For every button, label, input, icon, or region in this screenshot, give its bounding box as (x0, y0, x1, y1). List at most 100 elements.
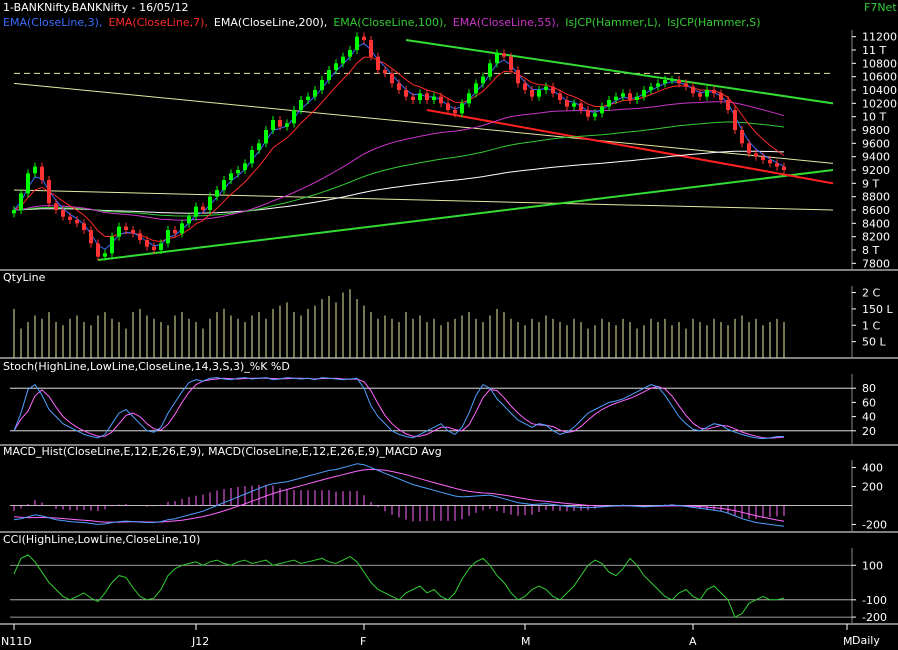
price-indicator-3: EMA(CloseLine,100), (333, 16, 447, 29)
candle-body-76 (544, 86, 548, 90)
candle-body-62 (446, 103, 450, 110)
candle-body-25 (187, 216, 191, 224)
price-tick-label-12: 8800 (862, 191, 890, 204)
candle-body-68 (488, 63, 492, 77)
x-tick-label-3: M (521, 635, 531, 648)
stoch-tick-label-0: 80 (862, 382, 876, 395)
candle-body-63 (453, 110, 457, 114)
candle-body-58 (418, 93, 422, 100)
candle-body-72 (516, 70, 520, 84)
candle-body-59 (425, 93, 429, 100)
brand-label: F7Net (864, 1, 897, 14)
price-tick-label-7: 9800 (862, 124, 890, 137)
candle-body-0 (12, 210, 16, 214)
candle-body-6 (54, 203, 58, 210)
price-tick-label-11: 9 T (862, 177, 879, 190)
candle-body-32 (236, 170, 240, 174)
volume-tick-label-3: 50 L (862, 336, 886, 349)
candle-body-104 (740, 130, 744, 144)
candle-body-14 (110, 236, 114, 254)
candle-body-30 (222, 180, 226, 190)
candle-body-48 (348, 50, 352, 57)
cci-tick-label-0: 100 (862, 559, 883, 572)
volume-tick-label-0: 2 C (862, 287, 880, 300)
candle-body-40 (292, 110, 296, 124)
candle-body-75 (537, 90, 541, 97)
price-tick-label-14: 8400 (862, 217, 890, 230)
candle-body-11 (89, 230, 93, 244)
trend-yellow-upper (13, 82, 834, 164)
candle-body-2 (26, 173, 30, 194)
candle-body-35 (257, 143, 261, 150)
price-tick-label-0: 11200 (862, 31, 897, 44)
candle-body-45 (327, 70, 331, 80)
candle-body-4 (40, 166, 44, 180)
price-tick-label-1: 11 T (862, 44, 886, 57)
candle-body-69 (495, 53, 499, 64)
candle-body-65 (467, 93, 471, 104)
ema-200-line (13, 150, 785, 214)
x-tick-label-5: M (843, 635, 853, 648)
macd-panel-title: MACD_Hist(CloseLine,E,12,E,26,E,9), MACD… (3, 445, 442, 458)
price-indicator-4: EMA(CloseLine,55), (452, 16, 560, 29)
candle-body-1 (19, 193, 23, 210)
candle-body-91 (649, 86, 653, 90)
price-indicator-legend: EMA(CloseLine,3), EMA(CloseLine,7), EMA(Cl… (3, 17, 767, 29)
candle-body-51 (369, 40, 373, 57)
candle-body-105 (747, 143, 751, 154)
candle-body-87 (621, 93, 625, 97)
candle-body-70 (502, 53, 506, 57)
price-tick-label-3: 10600 (862, 71, 897, 84)
candle-body-73 (523, 83, 527, 90)
candle-body-110 (782, 166, 786, 170)
candle-body-79 (565, 100, 569, 107)
volume-panel-title: QtyLine (3, 271, 46, 284)
stoch-k-line (13, 377, 784, 440)
candle-body-97 (691, 86, 695, 94)
candle-body-57 (411, 96, 415, 100)
price-tick-label-6: 10 T (862, 111, 886, 124)
cci-line (13, 554, 785, 618)
trend-red-channel (426, 109, 834, 185)
candle-body-16 (124, 226, 128, 230)
candle-body-103 (733, 110, 737, 130)
candle-body-37 (271, 120, 275, 130)
candle-body-100 (712, 90, 716, 94)
candle-body-36 (264, 130, 268, 144)
x-tick-label-0: N11D (1, 635, 32, 648)
price-tick-label-16: 8 T (862, 244, 879, 257)
trend-yellow-lower (13, 189, 834, 211)
candle-body-3 (33, 166, 37, 174)
candle-body-98 (698, 93, 702, 97)
candle-body-19 (145, 240, 149, 247)
macd-tick-label-0: 400 (862, 462, 883, 475)
price-indicator-5: IsJCP(Hammer,L), (565, 16, 662, 29)
candle-body-24 (180, 223, 184, 234)
candle-body-56 (404, 90, 408, 97)
candle-body-71 (509, 56, 513, 70)
stoch-panel-title: Stoch(HighLine,LowLine,CloseLine,14,3,S,… (3, 360, 290, 373)
chart-title: 1-BANKNifty.BANKNifty - 16/05/12 (3, 1, 189, 14)
candle-body-10 (82, 223, 86, 230)
stoch-d-line (13, 377, 785, 439)
candle-body-7 (61, 210, 65, 217)
price-tick-label-13: 8600 (862, 204, 890, 217)
price-tick-label-8: 9600 (862, 137, 890, 150)
candle-body-88 (628, 93, 632, 100)
cci-panel-title: CCI(HighLine,LowLine,CloseLine,10) (3, 533, 201, 546)
price-indicator-1: EMA(CloseLine,7), (108, 16, 208, 29)
candle-body-55 (397, 83, 401, 90)
candle-body-61 (439, 96, 443, 104)
candle-body-53 (383, 70, 387, 74)
candle-body-13 (103, 253, 107, 257)
macd-tick-label-2: -200 (862, 518, 887, 531)
stoch-tick-label-2: 40 (862, 411, 876, 424)
candle-body-15 (117, 226, 121, 237)
price-indicator-6: IsJCP(Hammer,S) (667, 16, 761, 29)
ema-100-line (13, 121, 785, 217)
cci-tick-label-2: -200 (862, 611, 887, 624)
candle-body-28 (208, 196, 212, 210)
candle-body-89 (635, 96, 639, 100)
